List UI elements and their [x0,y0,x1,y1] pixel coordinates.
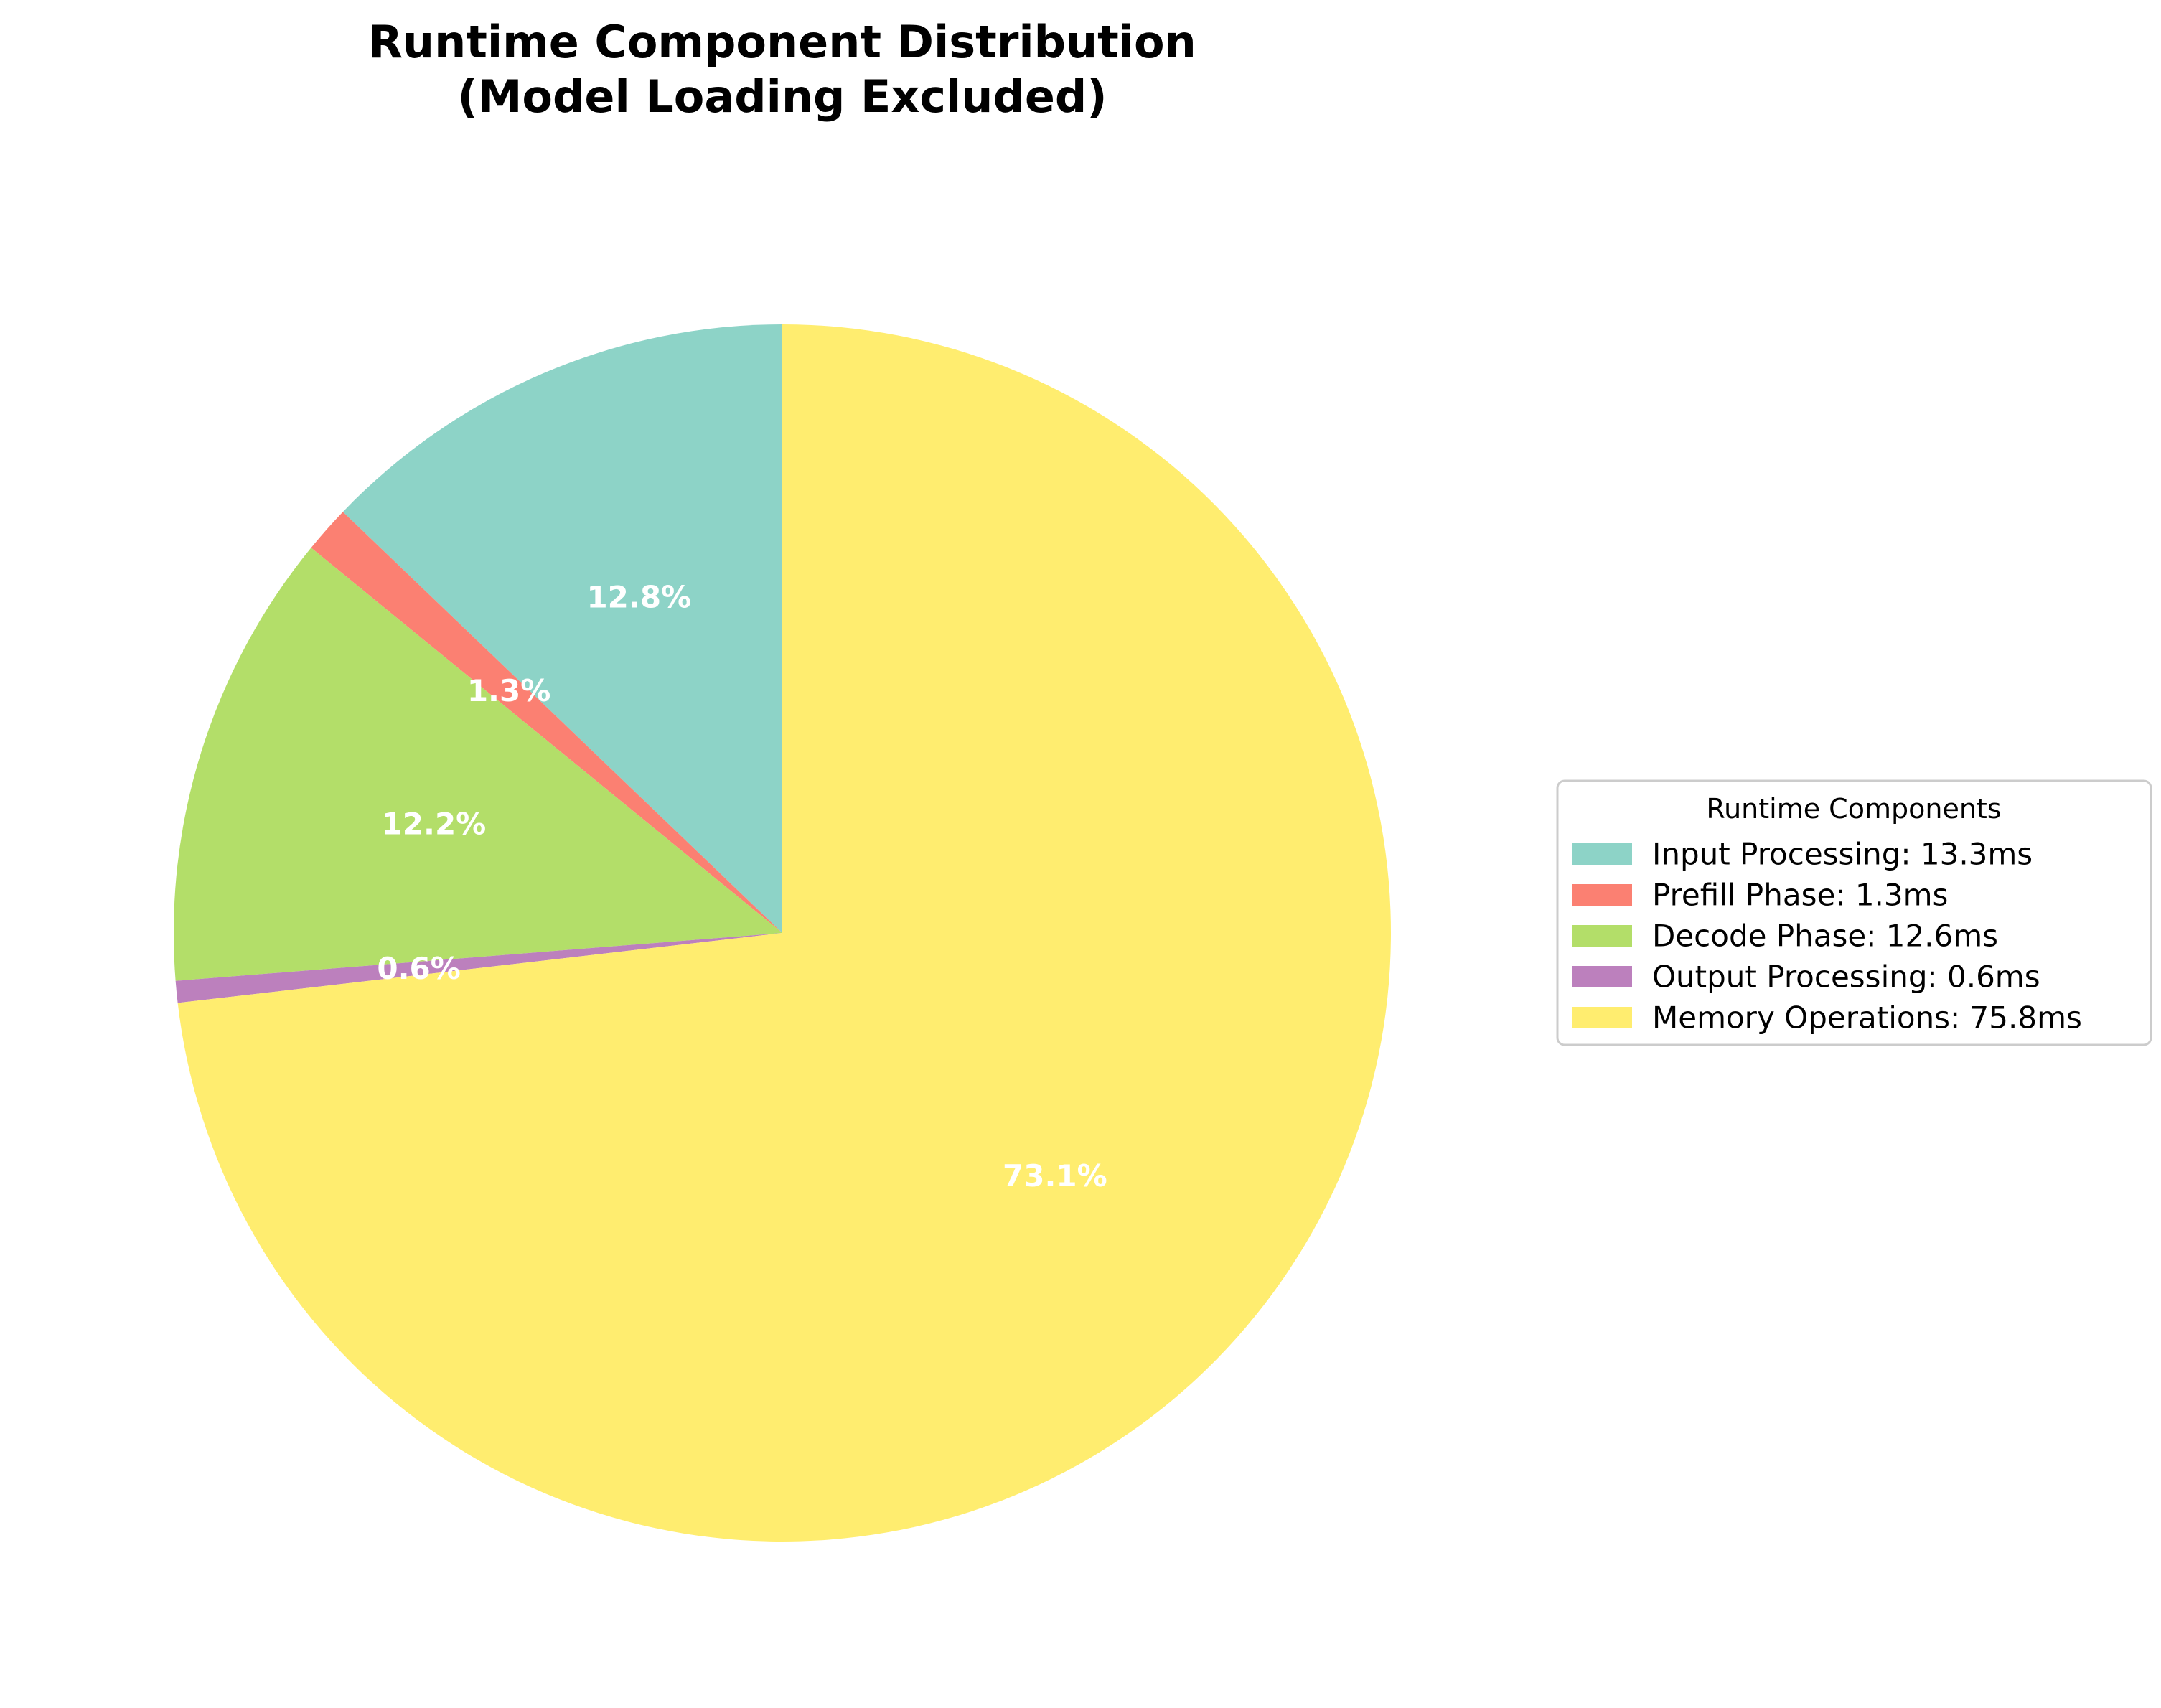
pie-pct-label-output-processing: 0.6% [377,951,460,986]
legend: Runtime Components Input Processing: 13.… [1556,779,2152,1046]
legend-swatch-output-processing [1572,966,1632,987]
legend-label-memory-operations: Memory Operations: 75.8ms [1652,1000,2082,1036]
legend-swatch-input-processing [1572,843,1632,865]
legend-label-input-processing: Input Processing: 13.3ms [1652,837,2033,872]
pie-pct-label-decode-phase: 12.2% [382,807,487,842]
legend-label-decode-phase: Decode Phase: 12.6ms [1652,919,1998,954]
legend-swatch-memory-operations [1572,1007,1632,1028]
legend-frame [1556,779,2152,1046]
legend-items: Input Processing: 13.3ms Prefill Phase: 1… [1572,837,2082,1036]
pie-slice-memory-operations [177,324,1392,1542]
pie-slice-decode-phase [174,548,783,981]
chart-title-line-2: (Model Loading Excluded) [457,70,1107,123]
pie-slices [174,324,1392,1542]
legend-label-prefill-phase: Prefill Phase: 1.3ms [1652,878,1948,913]
pie-percentage-labels: 12.8% 1.3% 12.2% 0.6% 73.1% [377,580,1107,1193]
legend-label-output-processing: Output Processing: 0.6ms [1652,959,2040,995]
chart-title-line-1: Runtime Component Distribution [368,16,1196,68]
legend-swatch-prefill-phase [1572,884,1632,906]
pie-slice-prefill-phase [311,512,782,933]
pie-slice-input-processing [342,324,782,933]
legend-title: Runtime Components [1706,793,2001,825]
pie-pct-label-prefill-phase: 1.3% [467,673,550,708]
pie-slice-output-processing [175,933,782,1003]
pie-pct-label-memory-operations: 73.1% [1003,1158,1107,1193]
legend-swatch-decode-phase [1572,925,1632,947]
pie-pct-label-input-processing: 12.8% [586,580,691,615]
